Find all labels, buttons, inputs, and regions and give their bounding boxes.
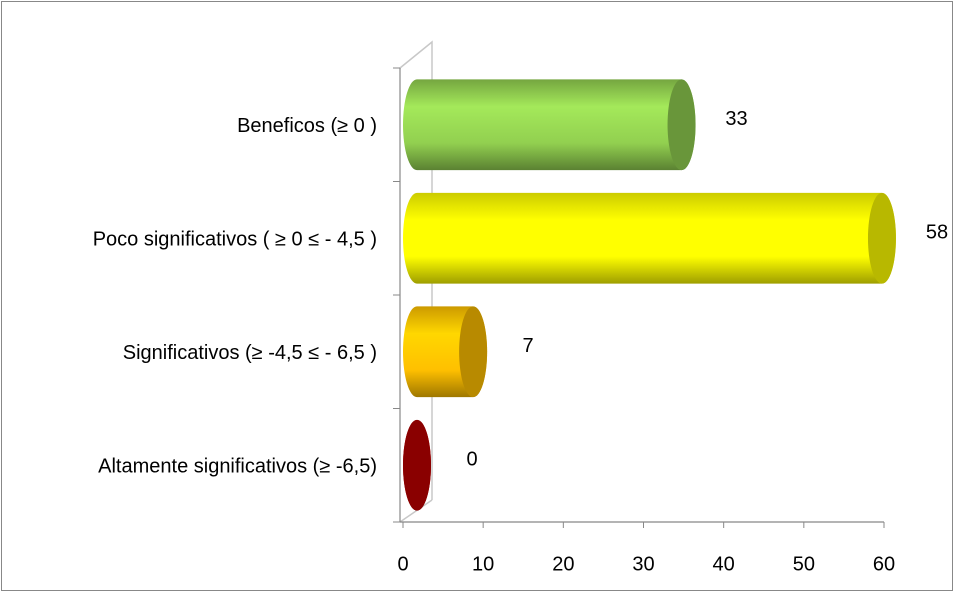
data-label: 33 (725, 108, 747, 130)
x-tick-label: 40 (713, 553, 735, 575)
data-label: 7 (523, 335, 534, 357)
bar-cap (867, 192, 896, 284)
x-tick-label: 0 (397, 553, 408, 575)
data-label: 58 (926, 222, 948, 244)
bar (403, 79, 696, 171)
bar-body (403, 79, 696, 171)
x-tick-label: 20 (552, 553, 574, 575)
data-label: 0 (466, 449, 477, 471)
bar (403, 306, 488, 398)
bar-cap (459, 306, 488, 398)
x-tick-label: 10 (472, 553, 494, 575)
x-tick-label: 60 (873, 553, 895, 575)
floor-edge (399, 499, 433, 523)
y-tick-label: Significativos (≥ -4,5 ≤ - 6,5 ) (123, 342, 377, 364)
bar (403, 419, 431, 511)
y-tick-label: Poco significativos ( ≥ 0 ≤ - 4,5 ) (93, 229, 377, 251)
bar-cap (667, 79, 696, 171)
x-tick-label: 50 (793, 553, 815, 575)
y-tick-label: Beneficos (≥ 0 ) (237, 115, 377, 137)
x-tick-label: 30 (632, 553, 654, 575)
bar-body (403, 192, 896, 284)
bar-cap (403, 419, 431, 511)
y-tick-label: Altamente significativos (≥ -6,5) (98, 456, 377, 478)
bar (403, 192, 896, 284)
